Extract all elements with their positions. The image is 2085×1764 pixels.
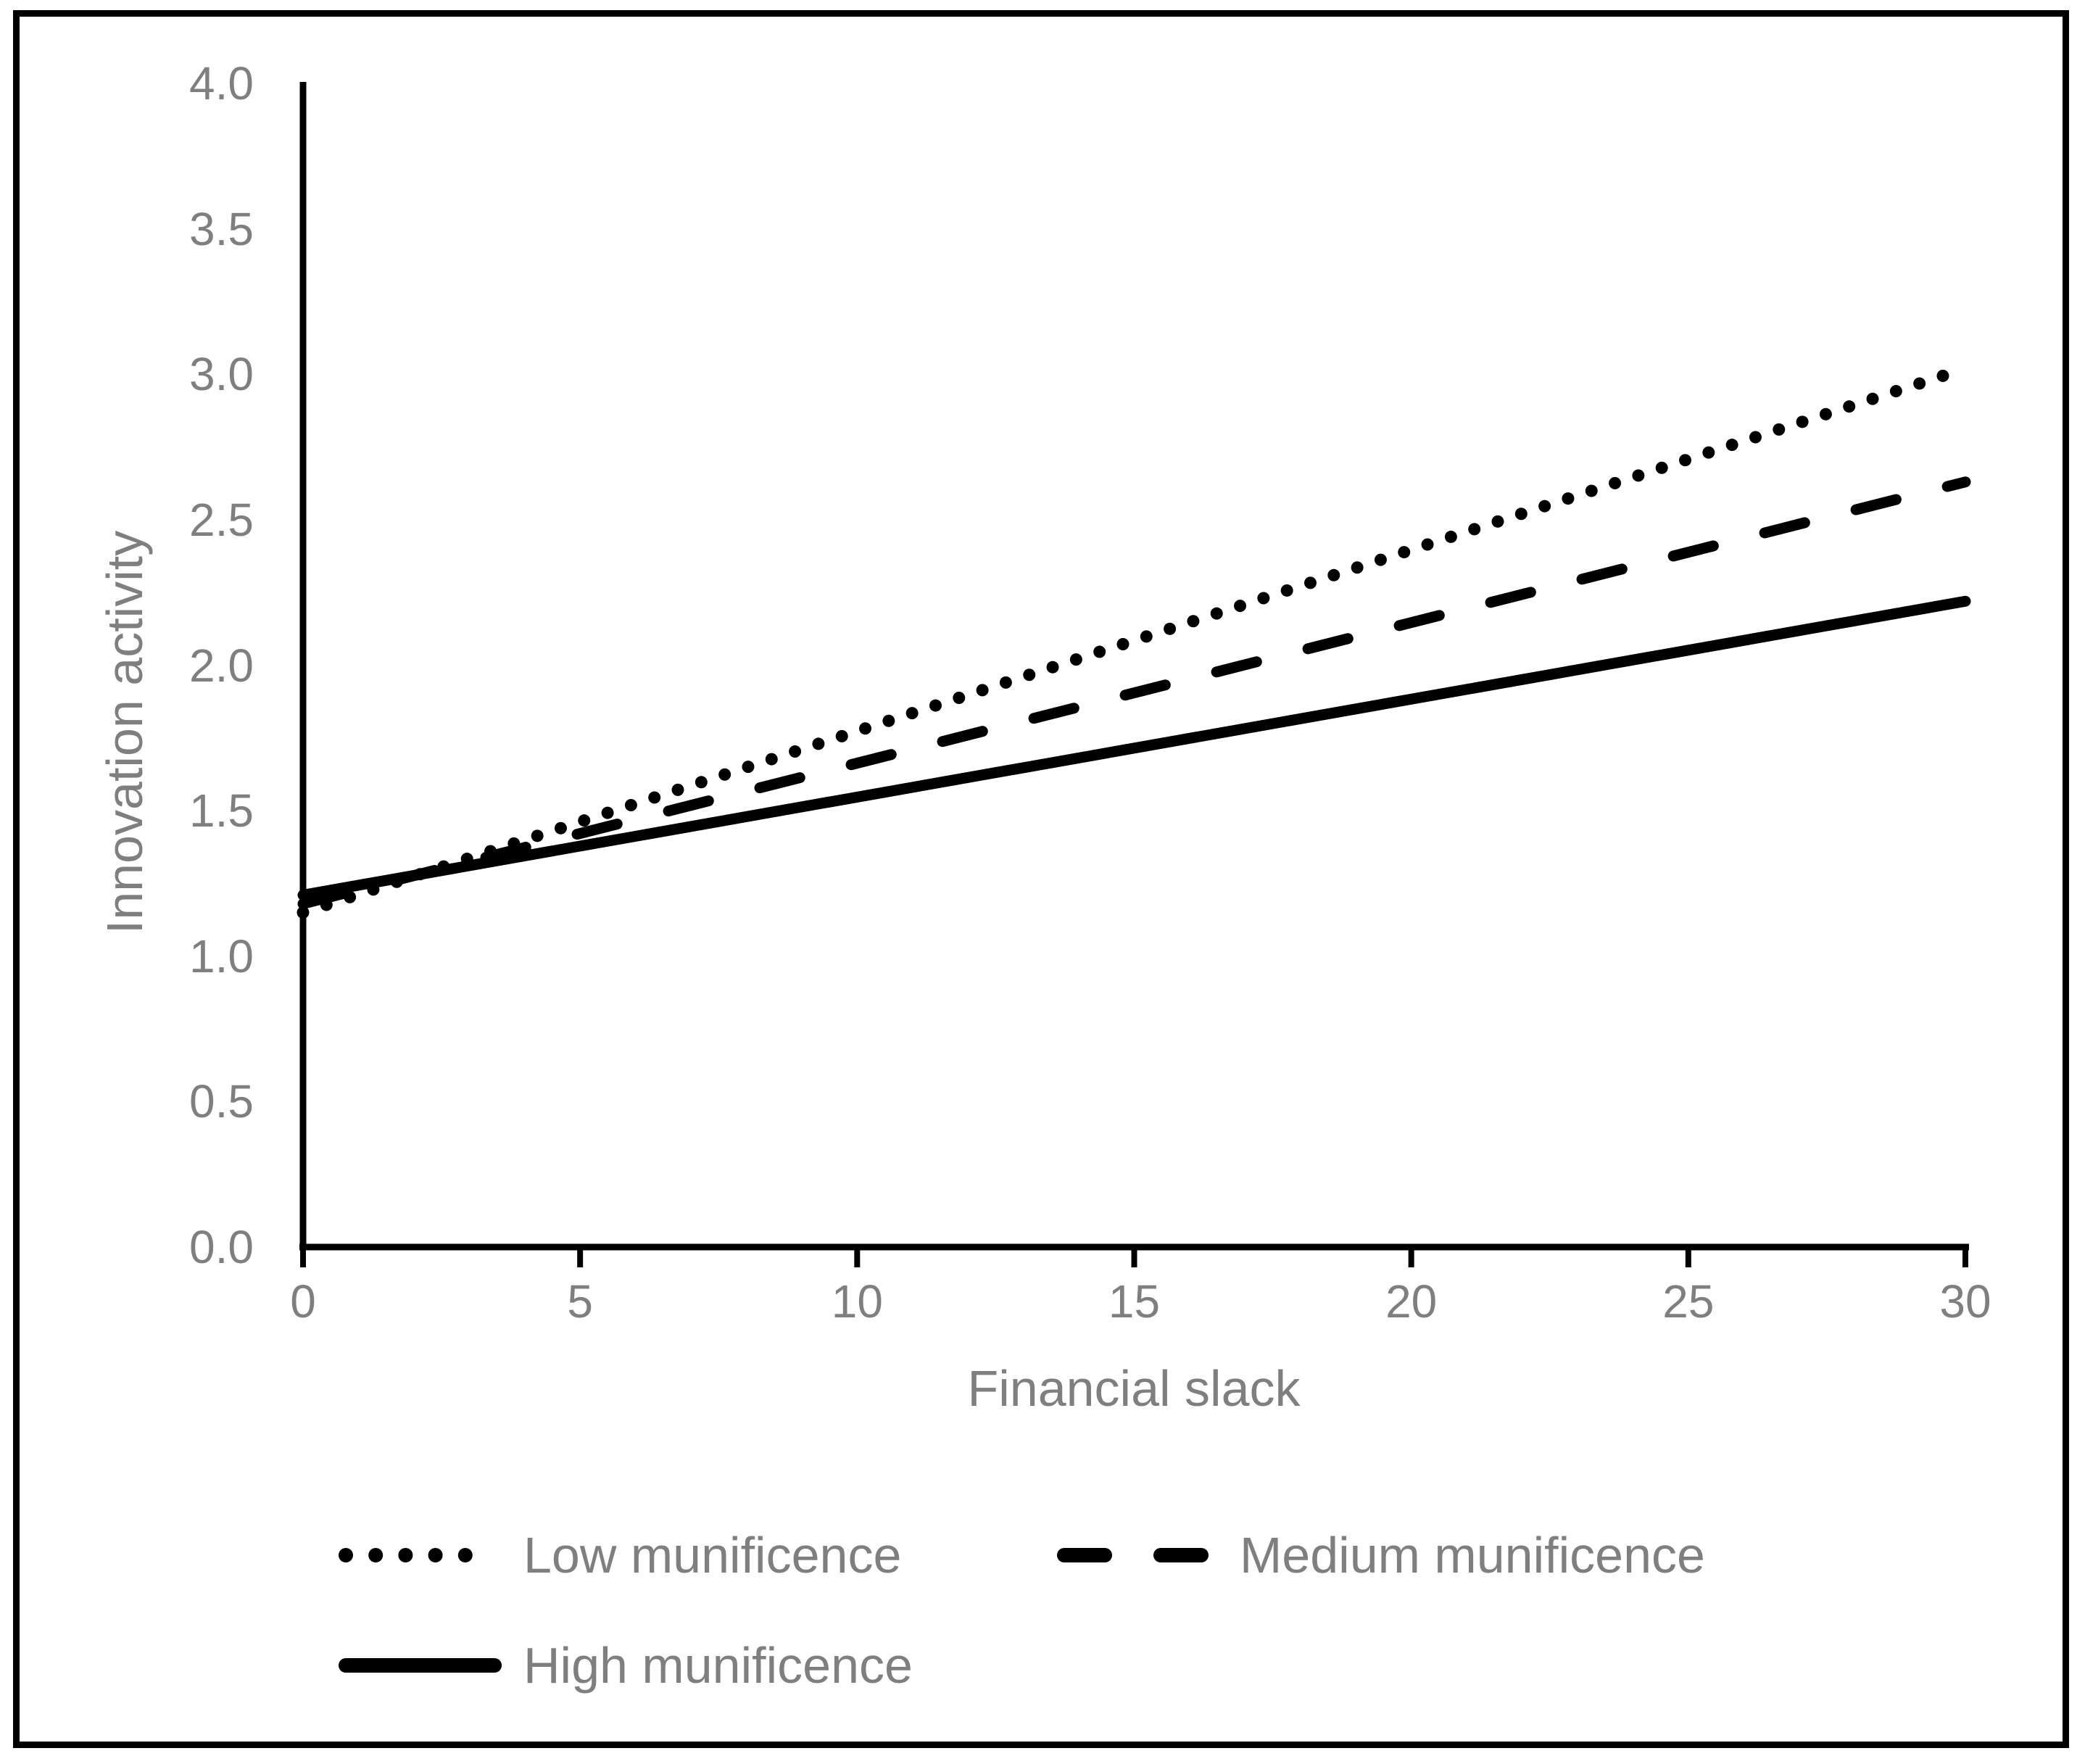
- legend-entry-high-munificence: High munificence: [339, 1633, 913, 1698]
- series-line-low-munificence: [297, 362, 1972, 919]
- axes: [299, 82, 1969, 1267]
- y-tick-label-4.0: 4.0: [189, 57, 254, 109]
- x-tick-label-10: 10: [831, 1275, 883, 1328]
- x-tick-label-20: 20: [1385, 1275, 1438, 1328]
- legend-entry-low-munificence: Low munificence: [339, 1523, 901, 1588]
- legend-swatch-solid-line: [339, 1658, 502, 1673]
- legend-label-medium-munificence: Medium munificence: [1240, 1527, 1705, 1583]
- y-tick-label-2.5: 2.5: [189, 493, 254, 546]
- y-tick-label-2.0: 2.0: [189, 639, 254, 692]
- y-tick-label-3.0: 3.0: [189, 348, 254, 401]
- y-tick-label-0.0: 0.0: [189, 1221, 254, 1273]
- x-tick-label-25: 25: [1662, 1275, 1715, 1328]
- legend-swatch-dotted-line: [339, 1548, 502, 1562]
- legend-label-high-munificence: High munificence: [523, 1637, 913, 1694]
- y-tick-label-0.5: 0.5: [189, 1075, 254, 1128]
- y-axis-title: Innovation activity: [96, 530, 153, 935]
- x-tick-label-5: 5: [567, 1275, 593, 1328]
- series-line-high-munificence: [297, 595, 1971, 900]
- x-tick-label-0: 0: [290, 1275, 316, 1328]
- series-line-medium-munificence: [297, 476, 1971, 910]
- legend-entry-medium-munificence: Medium munificence: [1055, 1523, 1705, 1588]
- series-lines: [297, 362, 1972, 919]
- legend-swatch-dashed-line: [1057, 1548, 1216, 1562]
- y-tick-label-1.0: 1.0: [189, 929, 254, 982]
- legend-label-low-munificence: Low munificence: [523, 1527, 902, 1583]
- y-tick-label-3.5: 3.5: [189, 202, 254, 255]
- x-tick-label-30: 30: [1939, 1275, 1991, 1328]
- y-tick-label-1.5: 1.5: [189, 784, 254, 837]
- x-tick-label-15: 15: [1108, 1275, 1161, 1328]
- chart-outer-border: [13, 10, 2069, 1748]
- x-axis-title: Financial slack: [967, 1360, 1301, 1417]
